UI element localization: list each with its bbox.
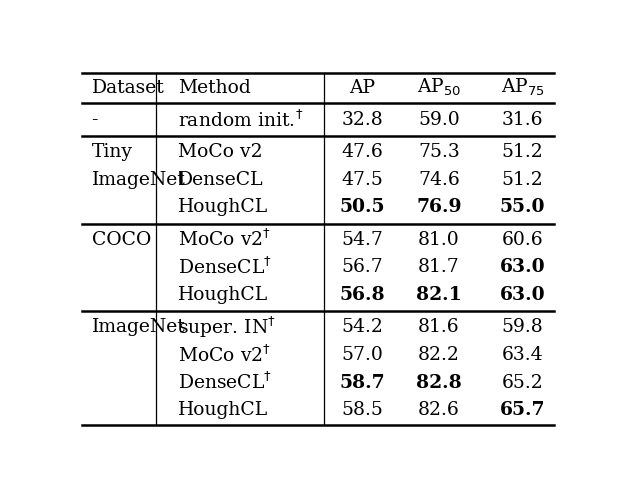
Text: 31.6: 31.6 (502, 111, 543, 129)
Text: 51.2: 51.2 (502, 171, 544, 189)
Text: AP$_{75}$: AP$_{75}$ (501, 77, 544, 98)
Text: 75.3: 75.3 (418, 143, 460, 161)
Text: 63.4: 63.4 (502, 346, 543, 364)
Text: HoughCL: HoughCL (178, 198, 268, 217)
Text: MoCo v2$^{\dagger}$: MoCo v2$^{\dagger}$ (178, 229, 271, 250)
Text: 56.7: 56.7 (341, 258, 383, 276)
Text: 65.2: 65.2 (502, 373, 544, 392)
Text: 81.6: 81.6 (418, 318, 460, 336)
Text: 51.2: 51.2 (502, 143, 544, 161)
Text: MoCo v2$^{\dagger}$: MoCo v2$^{\dagger}$ (178, 344, 271, 366)
Text: MoCo v2: MoCo v2 (178, 143, 263, 161)
Text: ImageNet: ImageNet (91, 318, 185, 336)
Text: 47.6: 47.6 (341, 143, 383, 161)
Text: Tiny: Tiny (91, 143, 133, 161)
Text: 63.0: 63.0 (500, 258, 546, 276)
Text: 82.8: 82.8 (416, 373, 462, 392)
Text: COCO: COCO (91, 231, 151, 248)
Text: 63.0: 63.0 (500, 286, 546, 304)
Text: 55.0: 55.0 (500, 198, 546, 217)
Text: HoughCL: HoughCL (178, 286, 268, 304)
Text: 60.6: 60.6 (502, 231, 543, 248)
Text: 65.7: 65.7 (500, 401, 546, 419)
Text: 58.5: 58.5 (341, 401, 383, 419)
Text: ImageNet: ImageNet (91, 171, 185, 189)
Text: 74.6: 74.6 (418, 171, 460, 189)
Text: 59.8: 59.8 (502, 318, 544, 336)
Text: 54.7: 54.7 (341, 231, 383, 248)
Text: DenseCL$^{\dagger}$: DenseCL$^{\dagger}$ (178, 257, 272, 278)
Text: 82.2: 82.2 (418, 346, 460, 364)
Text: Dataset: Dataset (91, 79, 164, 97)
Text: DenseCL$^{\dagger}$: DenseCL$^{\dagger}$ (178, 372, 272, 393)
Text: 32.8: 32.8 (341, 111, 383, 129)
Text: HoughCL: HoughCL (178, 401, 268, 419)
Text: random init.$^{\dagger}$: random init.$^{\dagger}$ (178, 109, 303, 131)
Text: 50.5: 50.5 (339, 198, 385, 217)
Text: AP$_{50}$: AP$_{50}$ (417, 77, 461, 98)
Text: 56.8: 56.8 (339, 286, 385, 304)
Text: -: - (91, 111, 98, 129)
Text: DenseCL: DenseCL (178, 171, 263, 189)
Text: super. IN$^{\dagger}$: super. IN$^{\dagger}$ (178, 315, 276, 340)
Text: 59.0: 59.0 (418, 111, 460, 129)
Text: 81.0: 81.0 (418, 231, 460, 248)
Text: 58.7: 58.7 (339, 373, 385, 392)
Text: 54.2: 54.2 (341, 318, 383, 336)
Text: 47.5: 47.5 (341, 171, 383, 189)
Text: 82.1: 82.1 (416, 286, 462, 304)
Text: Method: Method (178, 79, 250, 97)
Text: 76.9: 76.9 (416, 198, 462, 217)
Text: 57.0: 57.0 (341, 346, 383, 364)
Text: AP: AP (349, 79, 375, 97)
Text: 82.6: 82.6 (418, 401, 460, 419)
Text: 81.7: 81.7 (418, 258, 460, 276)
